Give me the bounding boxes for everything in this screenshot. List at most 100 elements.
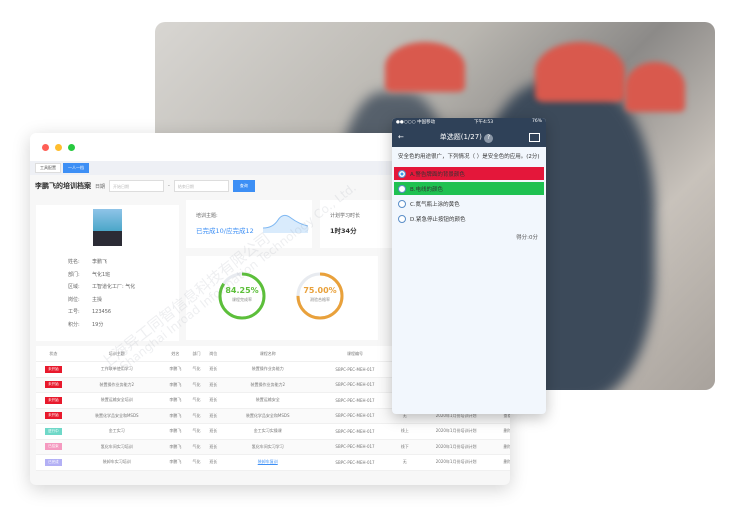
radio-icon[interactable] [398, 169, 406, 178]
table-cell[interactable]: 删除 [499, 454, 510, 471]
hours-value: 1时34分 [330, 227, 357, 235]
table-cell: 李鹏飞 [162, 361, 189, 378]
table-cell[interactable]: 查看 [499, 408, 510, 424]
table-cell: 装置化学品安全和MSDS [221, 408, 314, 424]
table-cell: 气化 [188, 454, 205, 471]
battery: 76% [531, 119, 542, 124]
table-cell: 班长 [204, 392, 222, 409]
column-header: 岗位 [204, 346, 222, 362]
back-arrow-icon[interactable]: ← [398, 133, 404, 141]
table-cell: 班长 [204, 439, 222, 455]
answer-option[interactable]: A.警告牌面的背景颜色 [394, 167, 544, 180]
answer-option[interactable]: D.紧急停止按钮的颜色 [394, 212, 544, 225]
help-icon[interactable]: ? [484, 133, 494, 143]
table-row[interactable]: 已结束 氢化车间实习培训 李鹏飞 气化 班长 氢化车间实习学习 SBPC-PEC-MEH-0… [36, 439, 510, 455]
table-cell: SBPC-PEC-MEH-017 [313, 454, 397, 471]
question-text: 安全色的用途很广，下列情况（ ）是安全色的应用。(2分) [398, 154, 540, 160]
column-header: 部门 [188, 346, 205, 362]
table-cell: 班长 [204, 377, 222, 393]
table-row[interactable]: 已完成 装卸车实习培训 李鹏飞 气化 班长 装卸车复训 SBPC-PEC-MEH-017 无 2… [36, 454, 510, 471]
table-cell: 线下 [396, 439, 414, 455]
hours-label: 计划学习时长 [330, 213, 361, 219]
sparkline-icon [263, 214, 308, 233]
profile-row: 岗位: 主操 [68, 296, 103, 303]
table-cell[interactable]: 删除 [499, 423, 510, 440]
score: 得分:0分 [516, 235, 538, 241]
status-badge: 未开始 [45, 396, 62, 404]
table-cell: 无 [396, 454, 414, 471]
table-cell: 装置操作业务能力2 [221, 377, 314, 393]
table-cell: SBPC-PEC-MEH-017 [313, 439, 397, 455]
phone-screen: ●●○○○ 中国移动 下午4:53 76% ← 单选题(1/27) ? 安全色的用途… [392, 118, 546, 414]
table-cell: 2020年1月份培训计划 [413, 454, 500, 471]
table-cell: 装置操作业务能力2 [70, 377, 163, 393]
answer-sheet-icon[interactable] [528, 132, 540, 142]
radio-icon[interactable] [398, 214, 406, 223]
table-cell: 李鹏飞 [162, 439, 189, 455]
tab-profile[interactable]: 一人一档 [63, 163, 89, 173]
table-cell: SBPC-PEC-MEH-017 [313, 408, 397, 424]
table-cell: 金工实习实操课 [221, 423, 314, 440]
status-badge: 未开始 [45, 412, 62, 420]
table-cell: 装置化学品安全和MSDS [70, 408, 163, 424]
table-cell: 工作联单使用学习 [70, 361, 163, 378]
table-cell[interactable]: 装卸车复训 [221, 454, 314, 471]
table-cell: 李鹏飞 [162, 454, 189, 471]
column-header: 姓名 [162, 346, 189, 362]
topic-card: 培训主题: 已完成10/应完成12 [186, 200, 312, 248]
table-cell: 李鹏飞 [162, 377, 189, 393]
status-badge: 进行中 [45, 427, 62, 435]
table-cell: 装卸车实习培训 [70, 454, 163, 471]
option-text: D.紧急停止按钮的颜色 [410, 216, 466, 223]
status-badge: 已完成 [45, 458, 62, 466]
table-cell: 班长 [204, 423, 222, 440]
page-title: 李鹏飞的培训档案 [35, 182, 91, 190]
status-badge: 未开始 [45, 381, 62, 389]
gauge-label: 课程完成率 [232, 297, 252, 302]
topic-value: 已完成10/应完成12 [196, 227, 254, 235]
table-cell: SBPC-PEC-MEH-017 [313, 361, 397, 378]
start-date-input[interactable]: 开始日期 [109, 180, 165, 192]
table-cell: 线上 [396, 423, 414, 440]
table-cell: 装置运输安全培训 [70, 392, 163, 409]
table-cell: 装置运输安全 [221, 392, 314, 409]
table-cell[interactable]: 删除 [499, 439, 510, 455]
table-cell: 氢化车间实习学习 [221, 439, 314, 455]
table-cell: 班长 [204, 361, 222, 378]
carrier: ●●○○○ 中国移动 [396, 120, 436, 125]
gauge: 75.00% 测验合格率 [294, 270, 346, 322]
table-cell: 2020年1月份培训计划 [413, 439, 500, 455]
status-badge: 已结束 [45, 443, 62, 451]
table-cell: 李鹏飞 [162, 423, 189, 440]
table-cell: 气化 [188, 408, 205, 424]
column-header: 培训主题 [70, 346, 163, 362]
table-cell: 氢化车间实习培训 [70, 439, 163, 455]
answer-option[interactable]: C.氮气瓶上涂的黄色 [394, 197, 544, 210]
avatar [93, 209, 122, 246]
option-text: C.氮气瓶上涂的黄色 [410, 201, 460, 208]
radio-icon[interactable] [398, 199, 406, 208]
topic-label: 培训主题: [196, 213, 218, 219]
tab-tools[interactable]: 工具配置 [35, 163, 61, 173]
table-cell: SBPC-PEC-MEH-017 [313, 423, 397, 440]
table-row[interactable]: 进行中 金工实习 李鹏飞 气化 班长 金工实习实操课 SBPC-PEC-MEH-017 线上 2… [36, 423, 510, 440]
gauge-ring [296, 272, 344, 320]
date-label: 日期 [95, 183, 106, 190]
gauge-value: 84.25% [225, 286, 259, 295]
answer-option[interactable]: B.电线的颜色 [394, 182, 544, 195]
table-cell: SBPC-PEC-MEH-017 [313, 392, 397, 409]
option-text: B.电线的颜色 [410, 186, 444, 193]
radio-icon[interactable] [398, 184, 406, 193]
table-cell: SBPC-PEC-MEH-017 [313, 377, 397, 393]
option-text: A.警告牌面的背景颜色 [410, 171, 465, 178]
column-header: 状态 [36, 346, 71, 362]
end-date-input[interactable]: 结束日期 [173, 180, 229, 192]
gauge-ring [218, 272, 266, 320]
query-button[interactable]: 查询 [232, 180, 255, 192]
profile-row: 区域: 工智道化工厂: 气化 [68, 284, 136, 290]
gauge-value: 75.00% [303, 286, 337, 295]
gauges-card: 84.25% 课程完成率 75.00% 测验合格率 [186, 256, 378, 340]
table-cell: 气化 [188, 377, 205, 393]
profile-row: 工号: 123456 [68, 309, 112, 315]
table-cell: 装置操作业务能力 [221, 361, 314, 378]
